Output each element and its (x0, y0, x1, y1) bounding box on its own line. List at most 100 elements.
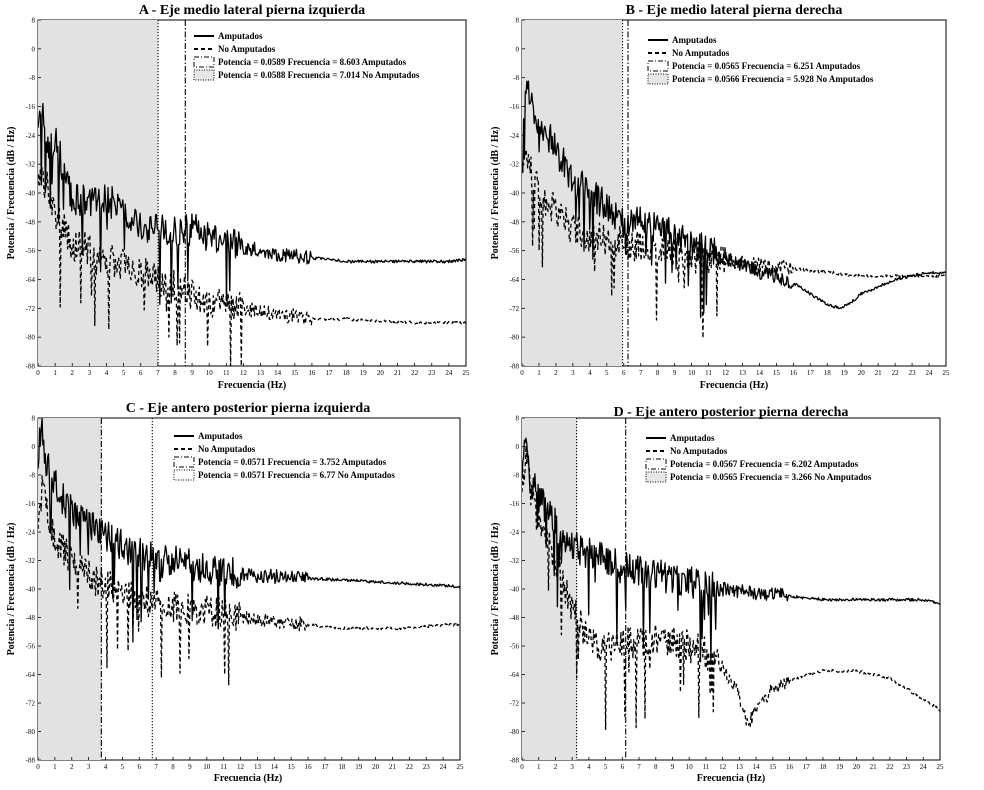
panel-a-series-group (38, 102, 466, 366)
panel-d-y-tick-label: -16 (510, 500, 520, 508)
panel-a-x-tick-label: 11 (223, 369, 230, 377)
panel-d-x-tick-label: 19 (836, 763, 844, 771)
panel-b-y-tick-label: -16 (510, 103, 520, 111)
panel-c: C - Eje antero posterior pierna izquierd… (6, 401, 464, 784)
panel-a-x-tick-label: 5 (122, 369, 126, 377)
panel-c-y-tick-label: -48 (26, 614, 36, 622)
panel-c-x-tick-label: 9 (188, 763, 192, 771)
panel-c-x-tick-label: 21 (389, 763, 397, 771)
panel-b-x-tick-label: 17 (807, 369, 815, 377)
panel-a-x-tick-label: 25 (463, 369, 471, 377)
panel-a-plot: 0 1 2 3 4 5 6 7 8 9 10 11 12 13 14 15 16 17 18 19 20 21 22 23 24… (26, 17, 470, 378)
panel-b-x-tick-label: 3 (571, 369, 575, 377)
panel-a-xlabel: Frecuencia (Hz) (218, 380, 286, 391)
panel-d-legend-no-amputados: No Amputados (670, 446, 728, 456)
panel-b-x-tick-label: 16 (790, 369, 798, 377)
panel-d-y-tick-label: 0 (516, 443, 520, 451)
panel-b-x-tick-label: 25 (943, 369, 951, 377)
panel-c-y-tick-label: -32 (26, 557, 36, 565)
panel-d-x-tick-label: 14 (753, 763, 761, 771)
panel-d-x-tick-label: 25 (937, 763, 945, 771)
panel-b-y-tick-label: -8 (513, 74, 519, 82)
panel-a-series-amputados (38, 102, 466, 306)
panel-a-y-tick-label: -24 (26, 132, 36, 140)
panel-c-series-amputados (38, 418, 460, 643)
panel-c-x-tick-label: 7 (154, 763, 158, 771)
panel-d-series-amputados (522, 437, 940, 663)
panel-d-x-tick-label: 8 (654, 763, 658, 771)
panel-c-legend-amputados: Amputados (198, 431, 243, 441)
panel-d-x-tick-label: 17 (803, 763, 811, 771)
panel-d-x-tick-label: 24 (920, 763, 928, 771)
panel-c-x-tick-label: 0 (36, 763, 40, 771)
panel-c-title: C - Eje antero posterior pierna izquierd… (126, 401, 370, 416)
panel-b-x-tick-label: 18 (824, 369, 832, 377)
panel-d-x-tick-label: 7 (637, 763, 641, 771)
panel-c-x-tick-label: 18 (338, 763, 346, 771)
panel-c-plot: 0 1 2 3 4 5 6 7 8 9 10 11 12 13 14 15 16 17 18 19 20 21 22 23 24… (26, 415, 464, 772)
panel-c-x-tick-label: 20 (372, 763, 380, 771)
panel-c-x-tick-label: 3 (87, 763, 91, 771)
panel-b-x-tick-label: 7 (639, 369, 643, 377)
panel-a-legend: Amputados No Amputados Potencia = 0.0589… (193, 31, 420, 81)
panel-a-y-tick-label: -72 (26, 305, 36, 313)
panel-b-y-tick-label: -48 (510, 218, 520, 226)
panel-b-legend: Amputados No Amputados Potencia = 0.0565… (647, 35, 874, 85)
panel-d-x-tick-label: 15 (769, 763, 777, 771)
panel-c-x-tick-label: 4 (104, 763, 108, 771)
panel-c-y-tick-label: -80 (26, 728, 36, 736)
panel-c-x-tick-label: 24 (440, 763, 448, 771)
panel-b-x-tick-label: 0 (520, 369, 524, 377)
panel-b-x-tick-label: 5 (605, 369, 609, 377)
panel-b-legend-marker-1: Potencia = 0.0566 Frecuencia = 5.928 No … (672, 74, 874, 84)
panel-d: D - Eje antero posterior pierna derecha … (490, 405, 944, 784)
panel-a-x-tick-label: 12 (240, 369, 248, 377)
panel-a-legend-marker-0: Potencia = 0.0589 Frecuencia = 8.603 Amp… (218, 57, 407, 67)
panel-d-x-tick-label: 3 (570, 763, 574, 771)
panel-c-x-tick-label: 1 (53, 763, 57, 771)
panel-d-y-tick-label: -32 (510, 557, 520, 565)
panel-c-x-tick-label: 13 (254, 763, 262, 771)
panel-d-x-tick-label: 10 (686, 763, 694, 771)
panel-b-legend-no-amputados: No Amputados (672, 48, 730, 58)
panel-c-x-tick-label: 16 (305, 763, 313, 771)
panel-b-title: B - Eje medio lateral pierna derecha (626, 3, 843, 18)
panel-a-x-tick-label: 0 (36, 369, 40, 377)
panel-b-x-tick-label: 24 (926, 369, 934, 377)
panel-c-y-tick-label: 0 (32, 443, 36, 451)
panel-d-xlabel: Frecuencia (Hz) (697, 773, 765, 784)
panel-c-y-tick-label: -64 (26, 671, 36, 679)
panel-c-x-tick-label: 25 (457, 763, 465, 771)
panel-d-x-tick-label: 1 (537, 763, 541, 771)
panel-a-y-tick-label: -8 (29, 74, 35, 82)
panel-a-y-tick-label: -32 (26, 161, 36, 169)
panel-a-x-tick-label: 24 (445, 369, 453, 377)
panel-c-y-tick-label: -72 (26, 700, 36, 708)
panel-c-x-tick-label: 12 (237, 763, 245, 771)
panel-b-series-group (522, 80, 946, 339)
panel-b-plot: 0 1 2 3 4 5 6 7 8 9 10 11 12 13 14 15 16 17 18 19 20 21 22 23 24… (510, 17, 950, 378)
panel-b-x-tick-label: 21 (875, 369, 883, 377)
panel-d-plot: 0 1 2 3 4 5 6 7 8 9 10 11 12 13 14 15 16 17 18 19 20 21 22 23 24… (510, 415, 944, 772)
panel-d-y-tick-label: -64 (510, 671, 520, 679)
panel-b-x-tick-label: 19 (841, 369, 849, 377)
panel-a-legend-amputados: Amputados (218, 31, 263, 41)
panel-b-x-tick-label: 4 (588, 369, 592, 377)
panel-a-legend-no-amputados: No Amputados (218, 44, 276, 54)
panel-a-y-tick-label: -16 (26, 103, 36, 111)
panel-d-series-no-amputados (522, 444, 940, 731)
panel-a-x-tick-label: 18 (343, 369, 351, 377)
panel-d-x-tick-label: 21 (870, 763, 878, 771)
panel-a-legend-marker-0-box (193, 56, 215, 68)
panel-c-y-tick-label: -40 (26, 586, 36, 594)
panel-b-y-tick-label: -64 (510, 276, 520, 284)
panel-b-y-tick-label: -56 (510, 247, 520, 255)
panel-d-legend-marker-1: Potencia = 0.0565 Frecuencia = 3.266 No … (670, 472, 872, 482)
panel-d-x-tick-label: 22 (886, 763, 894, 771)
panel-c-x-tick-label: 15 (288, 763, 296, 771)
panel-b-series-no-amputados (522, 142, 946, 339)
panel-c-x-tick-label: 14 (271, 763, 279, 771)
panel-a-x-tick-label: 13 (257, 369, 265, 377)
panel-a-x-tick-label: 10 (206, 369, 214, 377)
panel-d-x-tick-label: 0 (520, 763, 524, 771)
